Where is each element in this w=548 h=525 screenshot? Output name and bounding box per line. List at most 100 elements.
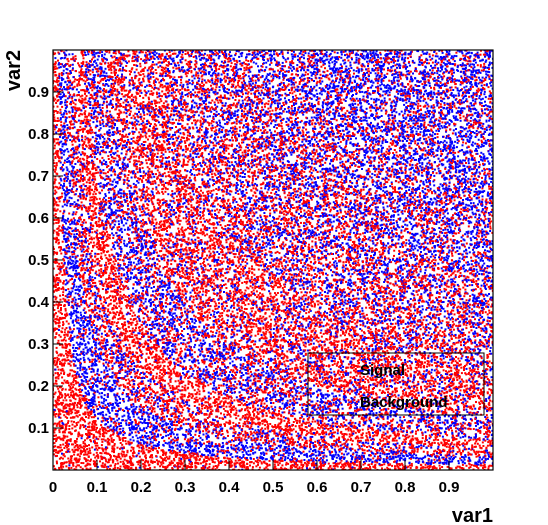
signal-point (328, 308, 330, 310)
background-point (382, 91, 384, 93)
background-point (125, 344, 127, 346)
signal-point (391, 133, 393, 135)
signal-point (454, 228, 456, 230)
background-point (230, 127, 232, 129)
signal-point (160, 98, 162, 100)
background-point (283, 118, 285, 120)
background-point (442, 217, 444, 219)
background-point (240, 191, 242, 193)
background-point (389, 458, 391, 460)
background-point (330, 83, 332, 85)
background-point (171, 92, 173, 94)
signal-point (119, 428, 121, 430)
background-point (422, 255, 424, 257)
background-point (485, 177, 487, 179)
signal-point (337, 74, 339, 76)
signal-point (118, 314, 120, 316)
signal-point (426, 223, 428, 225)
background-point (271, 304, 273, 306)
background-point (425, 334, 427, 336)
background-point (108, 405, 110, 407)
background-point (150, 76, 152, 78)
signal-point (323, 241, 325, 243)
signal-point (258, 152, 260, 154)
background-point (98, 143, 100, 145)
background-point (442, 436, 444, 438)
signal-point (117, 117, 119, 119)
signal-point (327, 74, 329, 76)
background-point (390, 201, 392, 203)
background-point (408, 189, 410, 191)
background-point (351, 164, 353, 166)
background-point (174, 272, 176, 274)
signal-point (375, 144, 377, 146)
signal-point (217, 203, 219, 205)
signal-point (357, 248, 359, 250)
background-point (211, 62, 213, 64)
background-point (188, 79, 190, 81)
background-point (449, 249, 451, 251)
signal-point (392, 152, 394, 154)
signal-point (207, 401, 209, 403)
signal-point (69, 403, 71, 405)
signal-point (410, 306, 412, 308)
signal-point (162, 361, 164, 363)
signal-point (119, 103, 121, 105)
signal-point (317, 442, 319, 444)
signal-point (393, 235, 395, 237)
background-point (393, 222, 395, 224)
signal-point (59, 200, 61, 202)
background-point (470, 237, 472, 239)
signal-point (487, 365, 489, 367)
signal-point (183, 217, 185, 219)
background-point (217, 378, 219, 380)
signal-point (377, 82, 379, 84)
signal-point (84, 102, 86, 104)
signal-point (184, 348, 186, 350)
signal-point (484, 128, 486, 130)
signal-point (68, 323, 70, 325)
background-point (205, 60, 207, 62)
signal-point (452, 214, 454, 216)
background-point (440, 322, 442, 324)
background-point (154, 395, 156, 397)
signal-point (76, 79, 78, 81)
background-point (406, 186, 408, 188)
signal-point (123, 329, 125, 331)
background-point (215, 332, 217, 334)
background-point (294, 140, 296, 142)
background-point (135, 258, 137, 260)
signal-point (356, 237, 358, 239)
background-point (141, 377, 143, 379)
signal-point (275, 369, 277, 371)
background-point (148, 200, 150, 202)
signal-point (389, 450, 391, 452)
background-point (239, 391, 241, 393)
background-point (258, 228, 260, 230)
signal-point (146, 353, 148, 355)
background-point (422, 308, 424, 310)
signal-point (105, 432, 107, 434)
signal-point (165, 89, 167, 91)
signal-point (237, 415, 239, 417)
signal-point (354, 323, 356, 325)
signal-point (135, 327, 137, 329)
background-point (244, 235, 246, 237)
background-point (238, 234, 240, 236)
signal-point (273, 188, 275, 190)
background-point (466, 281, 468, 283)
signal-point (481, 344, 483, 346)
background-point (228, 215, 230, 217)
background-point (222, 452, 224, 454)
signal-point (417, 294, 419, 296)
signal-point (177, 228, 179, 230)
background-point (362, 320, 364, 322)
signal-point (452, 152, 454, 154)
signal-point (165, 299, 167, 301)
background-point (442, 142, 444, 144)
background-point (143, 235, 145, 237)
signal-point (221, 315, 223, 317)
signal-point (156, 134, 158, 136)
signal-point (168, 437, 170, 439)
signal-point (366, 446, 368, 448)
